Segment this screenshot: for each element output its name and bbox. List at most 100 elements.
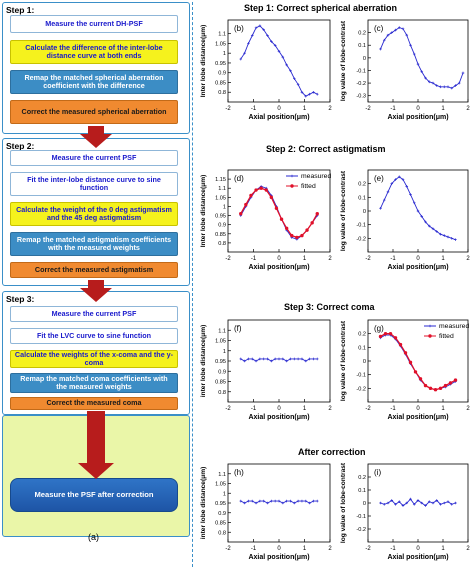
x-tick-label: -1: [251, 406, 257, 412]
data-point: [300, 357, 304, 361]
y-tick-label: -0.2: [356, 386, 366, 392]
y-tick-label: 0: [363, 209, 366, 215]
x-tick-label: 2: [466, 546, 470, 552]
y-tick-label: 0.8: [218, 390, 226, 396]
x-tick-label: 0: [416, 406, 420, 412]
y-tick-label: 0.9: [218, 71, 226, 77]
data-point: [450, 86, 454, 90]
data-point: [262, 499, 265, 503]
data-point: [420, 70, 424, 74]
y-tick-label: -0.2: [356, 527, 366, 533]
x-tick-label: 0: [416, 546, 420, 552]
y-tick-label: 0.1: [358, 488, 366, 494]
data-point: [390, 499, 394, 502]
x-tick-label: 1: [441, 106, 445, 112]
y-tick-label: 0.95: [215, 214, 226, 220]
x-tick-label: 1: [441, 256, 445, 262]
data-point: [424, 504, 427, 507]
data-point: [394, 503, 397, 506]
data-point: [409, 43, 412, 47]
data-point: [315, 92, 319, 96]
data-point: [424, 76, 427, 80]
step2-measure-box: Measure the current PSF: [10, 150, 178, 166]
data-point: [296, 357, 300, 361]
x-tick-label: -2: [365, 106, 371, 112]
y-tick-label: 0.85: [215, 380, 226, 386]
data-point: [239, 499, 243, 503]
y-axis-label: inter lobe distance(μm): [200, 467, 207, 540]
data-point: [315, 499, 319, 503]
data-point: [293, 77, 296, 80]
data-point: [243, 359, 246, 363]
flow-arrows: [78, 126, 114, 479]
arrow-step1-step2: [80, 126, 112, 148]
legend-label: fitted: [301, 183, 316, 190]
step2-chart-title: Step 2: Correct astigmatism: [266, 144, 386, 154]
data-point: [312, 499, 315, 503]
data-point: [277, 499, 281, 503]
data-point: [269, 195, 274, 200]
chart-f: -2 -1 0 1 2 0.8 0.85 0.9 0.95 1 1.05 1.1 Axial posit…: [200, 319, 332, 421]
data-point: [258, 24, 262, 28]
y-tick-label: -0.3: [356, 94, 366, 100]
data-point: [416, 62, 420, 66]
step3-fit-box: Fit the LVC curve to sine function: [10, 328, 178, 344]
panel-label-a: (a): [88, 532, 99, 542]
x-tick-label: -1: [390, 406, 396, 412]
x-tick-label: 2: [466, 106, 470, 112]
data-point: [442, 234, 446, 237]
y-tick-label: 0.9: [218, 223, 226, 229]
x-tick-label: 1: [441, 546, 445, 552]
y-axis-label: log value of lobe-contrast: [340, 462, 347, 543]
x-tick-label: 2: [328, 406, 332, 412]
x-tick-label: 2: [328, 546, 332, 552]
x-tick-label: 2: [328, 256, 332, 262]
step1-remap-box: Remap the matched spherical aberration c…: [10, 70, 178, 94]
data-point: [274, 206, 279, 210]
data-point: [427, 500, 431, 503]
y-tick-label: -0.1: [356, 223, 366, 229]
data-point: [454, 501, 457, 505]
y-tick-label: 1.1: [218, 32, 226, 38]
data-point: [296, 83, 300, 86]
y-axis-label: Inter lobe distance(μm): [200, 175, 207, 248]
data-point: [403, 351, 408, 355]
data-point: [435, 499, 439, 502]
data-point: [412, 201, 416, 205]
y-tick-label: 1.1: [218, 328, 226, 334]
data-point: [273, 44, 277, 47]
data-point: [293, 501, 296, 505]
panel-letter: (c): [374, 24, 384, 33]
step3-measure-box: Measure the current PSF: [10, 306, 178, 322]
y-axis-label: log value of lobe-contrast: [340, 20, 347, 101]
y-tick-label: 0.1: [358, 345, 366, 351]
data-point: [281, 501, 285, 505]
x-tick-label: 0: [416, 106, 420, 112]
data-point: [412, 503, 416, 506]
data-point: [431, 81, 435, 85]
x-axis-label: Axial position(μm): [248, 414, 309, 421]
chart-d: -2 -1 0 1 2 0.8 0.85 0.9 0.95 1 1.05 1.1 1.15 Axial p…: [200, 169, 332, 271]
data-point: [453, 378, 458, 382]
y-tick-label: 1.1: [218, 186, 226, 192]
data-point: [254, 359, 258, 363]
data-point: [247, 499, 250, 503]
data-point: [308, 92, 311, 96]
data-point: [446, 235, 450, 239]
plot-frame: [227, 169, 331, 253]
data-point: [239, 57, 243, 61]
data-point: [239, 357, 243, 361]
step3-remap-box: Remap the matched coma coefficients with…: [10, 373, 178, 393]
series-line-fitted: [380, 333, 456, 391]
x-tick-label: 2: [466, 256, 470, 262]
x-tick-label: 1: [303, 406, 307, 412]
plot-frame: [367, 463, 469, 543]
data-point: [266, 34, 269, 37]
x-tick-label: -2: [365, 546, 371, 552]
x-tick-label: -2: [225, 546, 231, 552]
data-point: [379, 206, 382, 210]
x-tick-label: 0: [277, 256, 281, 262]
data-point: [386, 33, 390, 37]
step1-calculate-box: Calculate the difference of the inter-lo…: [10, 40, 178, 64]
